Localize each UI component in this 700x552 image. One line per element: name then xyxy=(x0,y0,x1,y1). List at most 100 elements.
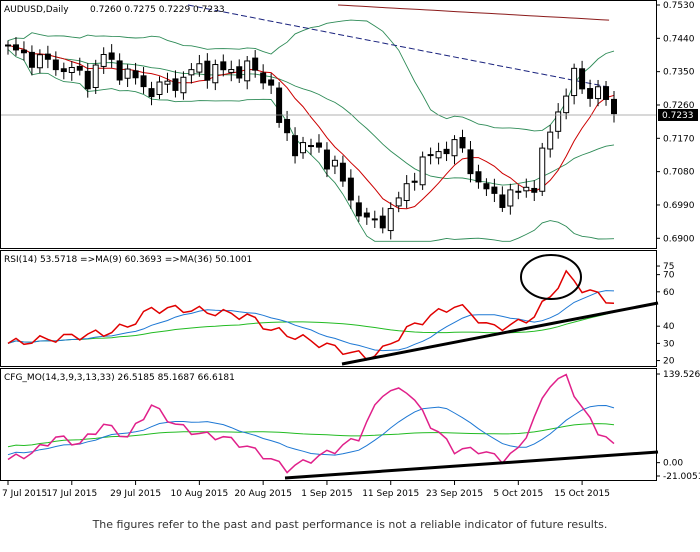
rsi-pane xyxy=(0,250,657,367)
candle-body xyxy=(212,64,219,84)
candle-body xyxy=(156,81,163,96)
candle-body xyxy=(84,70,91,90)
price-tick-label: 0.7080 xyxy=(663,168,695,178)
price-tick-label: 0.7260 xyxy=(663,101,695,111)
candle-body xyxy=(132,70,139,79)
ma-fast-line xyxy=(7,44,615,210)
oscillator-signal-1 xyxy=(7,404,615,456)
oscillator-trendline xyxy=(284,450,659,480)
candle-body xyxy=(363,212,370,218)
candle-body xyxy=(68,67,75,74)
rsi-tick-label: 70 xyxy=(663,271,675,281)
time-tick-label: 1 Sep 2015 xyxy=(301,489,352,499)
time-tick-label: 11 Sep 2015 xyxy=(362,489,419,499)
candle-body xyxy=(44,53,51,60)
candle-body xyxy=(395,197,402,207)
candle-body xyxy=(92,64,99,88)
time-tick-label: 17 Jul 2015 xyxy=(46,489,97,499)
candle-body xyxy=(499,194,506,208)
rsi-tick-label: 75 xyxy=(663,262,674,272)
rsi-line xyxy=(7,269,615,361)
time-tick-label: 29 Jul 2015 xyxy=(110,489,161,499)
candle-body xyxy=(427,154,434,157)
time-tick-label: 15 Oct 2015 xyxy=(554,489,610,499)
candle-body xyxy=(12,44,19,51)
candle-body xyxy=(276,87,283,123)
candle-body xyxy=(108,52,115,60)
oscillator-chart xyxy=(7,373,659,480)
last-price-label: 0.7233 xyxy=(662,111,694,121)
candle-body xyxy=(571,67,578,97)
candle-body xyxy=(172,78,179,91)
candle-body xyxy=(52,59,59,71)
candle-body xyxy=(587,88,594,99)
disclaimer: The figures refer to the past and past p… xyxy=(92,518,608,531)
candle-body xyxy=(292,135,299,157)
candle-body xyxy=(180,76,187,94)
candle-body xyxy=(116,60,123,81)
candle-body xyxy=(28,51,35,68)
price-tick-label: 0.7170 xyxy=(663,134,695,144)
candle-body xyxy=(563,95,570,114)
candle-body xyxy=(308,145,314,148)
price-tick-label: 0.6990 xyxy=(663,201,695,211)
candle-body xyxy=(300,142,307,154)
rsi-tick-label: 30 xyxy=(663,339,675,349)
candle-body xyxy=(124,68,131,79)
candle-body xyxy=(100,53,107,67)
candle-body xyxy=(236,66,243,79)
rsi-tick-label: 60 xyxy=(663,288,675,298)
time-tick-label: 10 Aug 2015 xyxy=(171,489,229,499)
candle-body xyxy=(76,65,83,71)
candle-body xyxy=(547,131,554,150)
candle-body xyxy=(196,63,203,73)
candle-body xyxy=(403,183,410,202)
oscillator-pane xyxy=(0,368,657,481)
oscillator-signal-2 xyxy=(7,423,615,448)
price-chart xyxy=(1,4,656,242)
rsi-tick-label: 40 xyxy=(663,322,675,332)
oscillator-title: CFG_MO(14,3,9,3,13,33) 26.5185 85.1687 6… xyxy=(4,373,235,383)
price-tick-label: 0.6900 xyxy=(663,234,695,244)
candle-body xyxy=(539,147,546,192)
ma-long-line xyxy=(337,4,610,21)
rsi-peak-circle xyxy=(520,254,582,300)
candle-body xyxy=(36,54,43,69)
rsi-ma36-line xyxy=(7,311,615,344)
time-axis: 7 Jul 2015 17 Jul 2015 29 Jul 2015 10 Aug 2… xyxy=(2,481,610,499)
candle-body xyxy=(355,202,362,217)
candle-body xyxy=(347,177,354,201)
time-tick-label: 23 Sep 2015 xyxy=(426,489,483,499)
candle-body xyxy=(603,86,610,100)
time-tick-label: 20 Aug 2015 xyxy=(234,489,292,499)
ohlc-readout: 0.7260 0.7275 0.7229 0.7233 xyxy=(90,5,225,15)
candle-body xyxy=(467,149,474,175)
candle-body xyxy=(204,60,211,81)
candle-body xyxy=(228,69,235,73)
candle-body xyxy=(595,86,602,100)
price-axis: 0.7530 0.7440 0.7350 0.7260 0.7170 0.7080 0.69… xyxy=(656,1,698,244)
bollinger-upper xyxy=(7,19,615,132)
oscillator-tick-label: 0.00 xyxy=(663,459,683,469)
candle-body xyxy=(451,139,458,157)
candle-body xyxy=(443,148,450,155)
rsi-ma9-line xyxy=(7,290,615,352)
candle-body xyxy=(20,49,27,54)
candle-body xyxy=(411,180,418,183)
time-tick-label: 7 Jul 2015 xyxy=(2,489,47,499)
price-tick-label: 0.7440 xyxy=(663,34,695,44)
price-tick-label: 0.7350 xyxy=(663,68,695,78)
candle-body xyxy=(379,215,386,229)
candle-body xyxy=(531,187,538,193)
candle-body xyxy=(387,208,394,232)
candle-body xyxy=(523,186,530,192)
oscillator-axis: 139.5263 0.00 -21.0051 xyxy=(656,370,700,482)
candle-body xyxy=(459,137,466,149)
candle-body xyxy=(244,60,251,82)
candle-body xyxy=(268,79,275,86)
rsi-trendline xyxy=(341,301,659,366)
candle-body xyxy=(220,61,227,71)
oscillator-tick-label: -21.0051 xyxy=(663,472,700,482)
